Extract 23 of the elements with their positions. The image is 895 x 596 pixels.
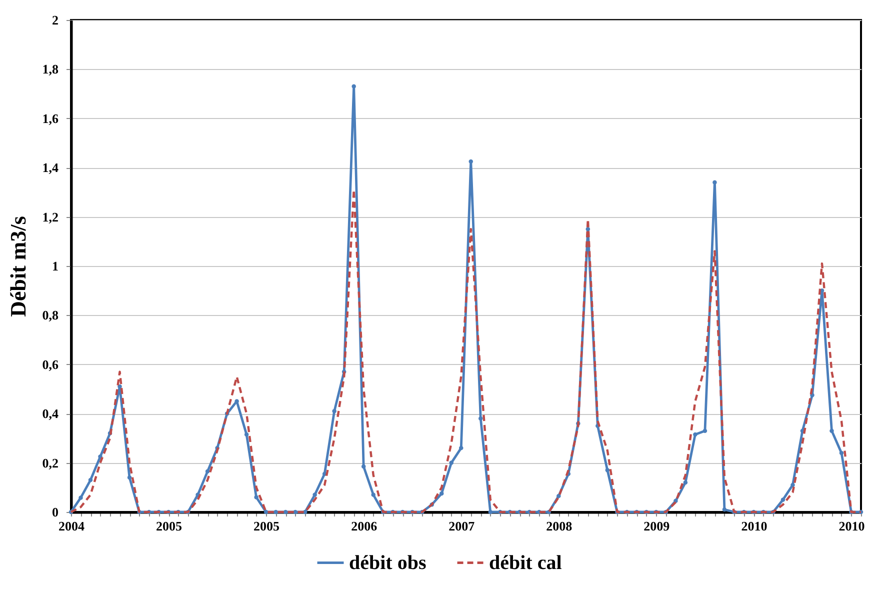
y-tick-label: 0 bbox=[52, 504, 58, 520]
y-tick-label: 2 bbox=[52, 12, 58, 28]
y-tick-label: 1,8 bbox=[42, 62, 59, 77]
legend-label: débit obs bbox=[349, 552, 426, 574]
x-tick-label: 2005 bbox=[156, 518, 183, 534]
y-tick-label: 0,2 bbox=[42, 455, 58, 470]
y-tick-label: 1,6 bbox=[42, 110, 59, 126]
x-tick-label: 2005 bbox=[254, 518, 280, 534]
y-tick-label: 0,6 bbox=[42, 356, 59, 372]
y-tick-label: 0,8 bbox=[42, 308, 59, 323]
x-tick-label: 2008 bbox=[546, 518, 573, 534]
y-tick-label: 1,4 bbox=[42, 160, 59, 176]
legend-label: débit cal bbox=[489, 552, 562, 574]
y-tick-label: 1,2 bbox=[42, 209, 58, 224]
y-tick-label: 0,4 bbox=[42, 406, 59, 422]
x-tick-label: 2010 bbox=[838, 518, 865, 534]
x-tick-label: 2004 bbox=[58, 518, 85, 534]
x-tick-label: 2010 bbox=[741, 518, 768, 534]
y-tick-label: 1 bbox=[52, 258, 58, 274]
x-tick-label: 2009 bbox=[644, 518, 670, 534]
y-axis-title: Débit m3/s bbox=[5, 216, 30, 317]
x-tick-label: 2006 bbox=[351, 518, 378, 534]
x-tick-label: 2007 bbox=[448, 518, 476, 534]
